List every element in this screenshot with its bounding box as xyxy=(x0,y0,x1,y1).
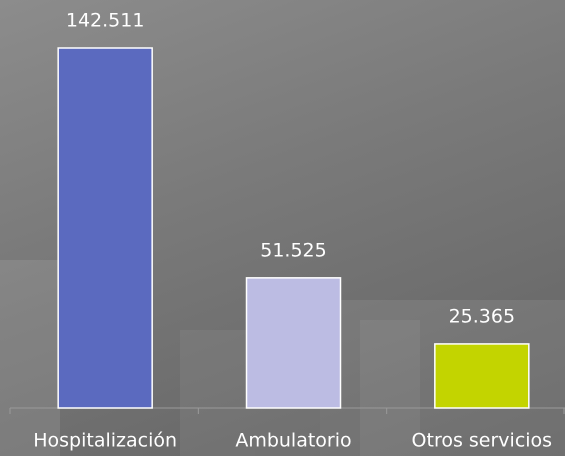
x-tick-label: Ambulatorio xyxy=(235,430,351,452)
value-label: 142.511 xyxy=(66,10,145,32)
x-tick-label: Hospitalización xyxy=(33,430,177,452)
bar xyxy=(245,277,342,409)
value-label: 25.365 xyxy=(449,305,515,327)
bar xyxy=(57,47,153,409)
value-label: 51.525 xyxy=(260,239,326,261)
x-tick-label: Otros servicios xyxy=(412,430,553,452)
bar xyxy=(434,343,530,409)
